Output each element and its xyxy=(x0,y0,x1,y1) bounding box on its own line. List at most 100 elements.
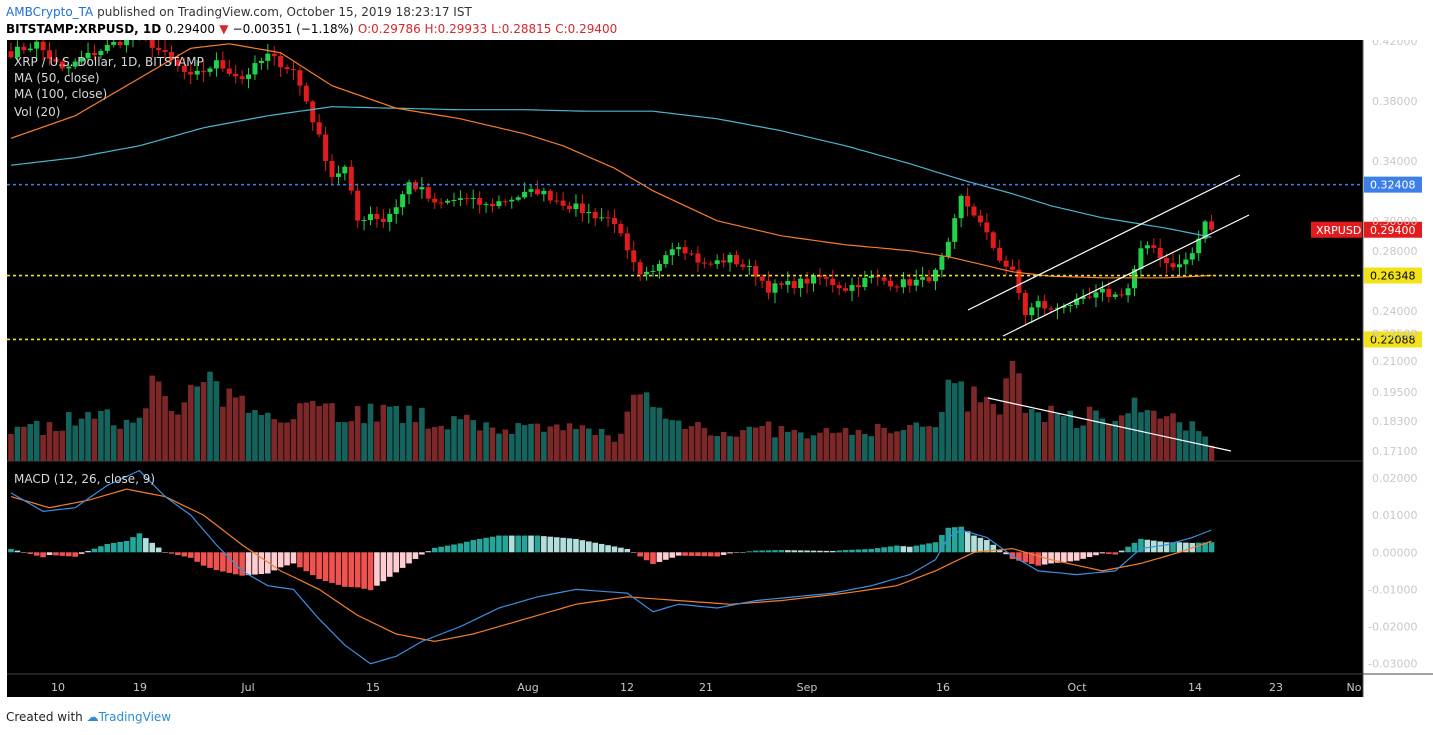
macd-histogram-bar xyxy=(932,542,939,553)
volume-bar xyxy=(977,402,984,461)
candle-body xyxy=(374,214,380,219)
volume-bar xyxy=(1080,425,1086,461)
volume-bar xyxy=(1061,416,1067,461)
macd-histogram-bar xyxy=(663,552,669,560)
macd-histogram-bar xyxy=(252,552,258,575)
channel-upper-line[interactable] xyxy=(967,174,1241,311)
macd-histogram-bar xyxy=(971,535,977,553)
horizontal-levels: 0.32408 0.26348 0.22088 XRPUSD 0.29400 xyxy=(7,176,1422,348)
volume-bar xyxy=(932,427,939,461)
volume-bar xyxy=(637,394,643,461)
macd-histogram-bar xyxy=(162,552,168,553)
volume-bar xyxy=(663,418,669,461)
volume-bar xyxy=(1106,423,1112,461)
volume-bar xyxy=(431,426,438,461)
macd-histogram-bar xyxy=(733,552,740,553)
volume-bar xyxy=(624,411,631,461)
volume-bar xyxy=(496,433,502,461)
volume-bar xyxy=(842,427,849,461)
candle-body xyxy=(926,277,932,282)
candle-body xyxy=(14,46,20,58)
footer-brand[interactable]: TradingView xyxy=(98,710,172,724)
volume-bar xyxy=(85,412,91,461)
macd-histogram-bar xyxy=(425,551,432,553)
chart-canvas[interactable]: 0.32408 0.26348 0.22088 XRPUSD 0.29400 0.420… xyxy=(0,40,1433,698)
macd-histogram-bar xyxy=(855,549,862,553)
price-tick-label: 0.24000 xyxy=(1372,305,1418,318)
macd-histogram-bar xyxy=(778,550,785,553)
macd-histogram-bar xyxy=(592,542,599,553)
macd-histogram-bar xyxy=(8,548,14,553)
volume-bar xyxy=(759,425,765,461)
legend-volume[interactable]: Vol (20) xyxy=(14,105,60,119)
volume-bar xyxy=(778,426,785,461)
volume-bar xyxy=(1067,410,1074,461)
volume-bar xyxy=(913,422,920,461)
candle-body xyxy=(1202,221,1208,239)
volume-bar xyxy=(682,429,688,461)
macd-histogram-bar xyxy=(720,552,727,555)
candle-body xyxy=(611,218,617,225)
macd-histogram-bar xyxy=(508,535,515,553)
candle-body xyxy=(965,195,971,207)
candle-body xyxy=(66,66,72,69)
volume-bar xyxy=(1176,422,1183,461)
volume-bar xyxy=(984,396,990,461)
candle-body xyxy=(932,269,938,282)
candle-body xyxy=(1138,248,1144,269)
macd-histogram-bar xyxy=(560,537,566,553)
volume-bar xyxy=(297,403,303,461)
candle-body xyxy=(169,51,174,60)
volume-bar xyxy=(900,430,907,461)
ma100-line xyxy=(10,106,1212,238)
macd-histogram-bar xyxy=(1195,542,1202,553)
price-change: −0.00351 (−1.18%) xyxy=(232,22,354,36)
macd-histogram-bar xyxy=(958,526,964,553)
volume-trend-line[interactable] xyxy=(987,397,1232,452)
candle-body xyxy=(271,53,277,57)
current-price-label: 0.29400 xyxy=(1370,224,1416,237)
macd-histogram-bar xyxy=(996,549,1003,553)
macd-histogram-bar xyxy=(1208,542,1215,553)
candle-body xyxy=(233,73,239,77)
macd-histogram-bar xyxy=(701,552,708,557)
macd-histogram-bar xyxy=(123,540,130,553)
volume-bar xyxy=(335,421,342,461)
volume-bar xyxy=(342,422,348,461)
candle-body xyxy=(843,288,849,291)
candle-body xyxy=(522,191,528,198)
volume-bar xyxy=(258,415,265,461)
tradingview-logo-icon[interactable]: ☁ xyxy=(86,710,99,724)
macd-histogram-bar xyxy=(939,535,945,553)
volume-bar xyxy=(483,422,489,461)
macd-histogram-bar xyxy=(887,546,894,553)
macd-histogram-bar xyxy=(1016,552,1022,561)
macd-histogram-bar xyxy=(297,552,303,568)
macd-histogram-bar xyxy=(990,544,997,553)
volume-bar xyxy=(399,423,406,461)
macd-histogram-bar xyxy=(823,550,830,553)
legend-ma50[interactable]: MA (50, close) xyxy=(14,71,100,85)
channel-lower-line[interactable] xyxy=(1002,214,1250,337)
price-tick-label: 0.22500 xyxy=(1372,327,1418,340)
macd-histogram-bar xyxy=(1048,552,1054,564)
author-link[interactable]: AMBCrypto_TA xyxy=(6,5,94,19)
candle-body xyxy=(605,217,611,219)
volume-bar xyxy=(656,407,663,461)
volume-bar xyxy=(143,408,149,461)
macd-histogram-bar xyxy=(1118,550,1125,553)
legend-macd[interactable]: MACD (12, 26, close, 9) xyxy=(14,472,155,486)
volume-bar xyxy=(926,426,932,461)
volume-bar xyxy=(348,421,355,461)
candle-body xyxy=(971,206,977,216)
volume-bar xyxy=(592,435,599,461)
macd-histogram-bar xyxy=(316,552,322,580)
candle-body xyxy=(400,194,406,208)
candle-body xyxy=(207,68,213,72)
current-symbol-label: XRPUSD xyxy=(1316,224,1361,237)
volume-bar xyxy=(547,426,554,461)
legend-ma100[interactable]: MA (100, close) xyxy=(14,87,107,101)
macd-histogram-bar xyxy=(213,552,220,571)
candle-body xyxy=(156,47,162,51)
